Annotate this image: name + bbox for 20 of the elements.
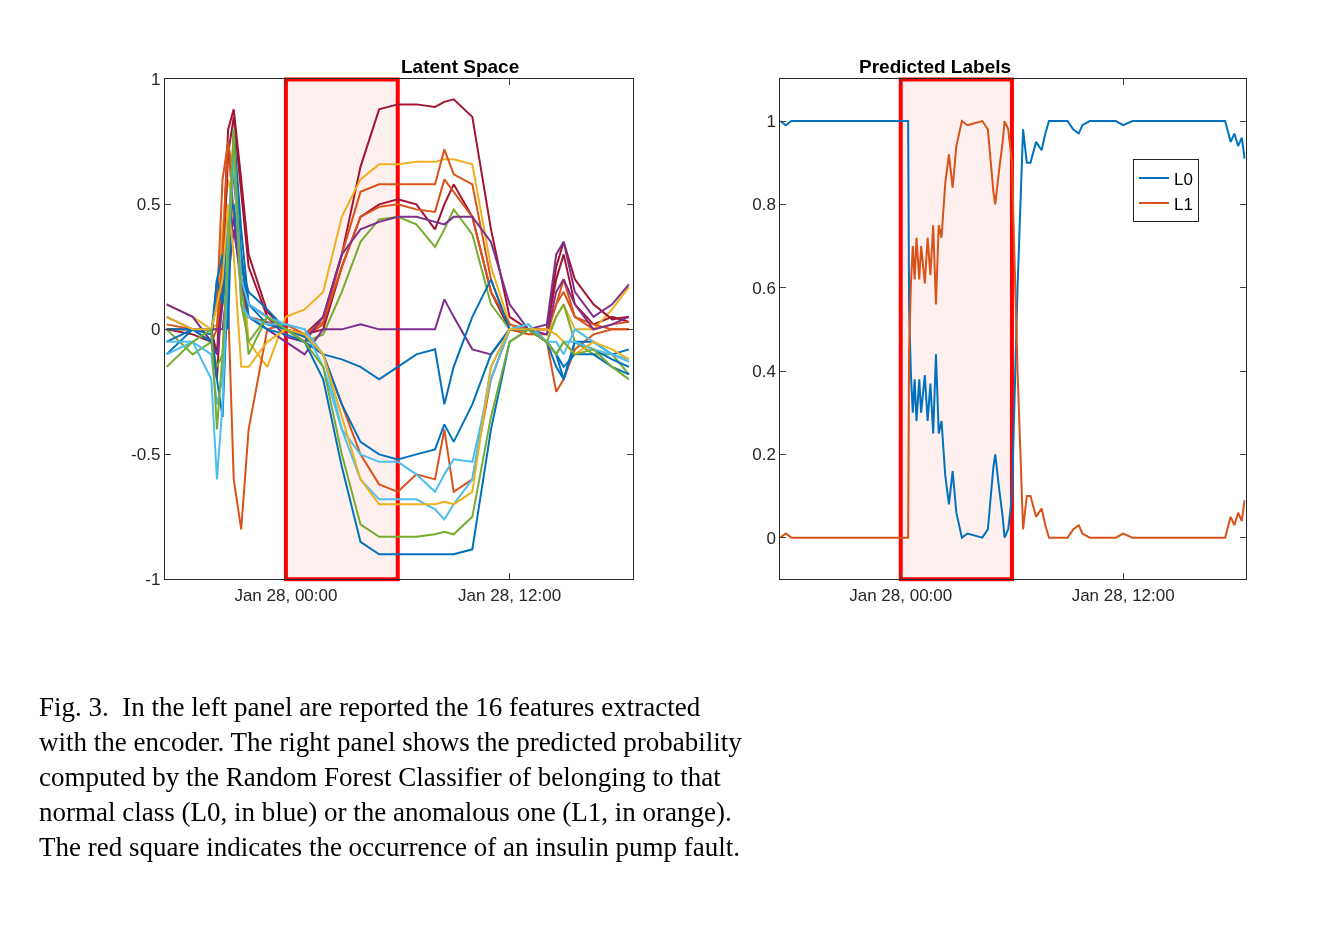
- x-tick-label: Jan 28, 00:00: [849, 585, 953, 605]
- chart-title: Latent Space: [401, 56, 520, 77]
- caption: Fig. 3. In the left panel are reported the 16 features extracted with the encoder. The right panel shows the predicted probability computed by the Random Forest Classifier of belonging to that normal class (L0, in blue) or the anomalous one (L1, in orange). The red square indicates the occurrence of an insulin pump fault.: [39, 692, 743, 863]
- legend-label: L1: [1173, 194, 1193, 214]
- y-tick-label: 0.5: [136, 195, 161, 215]
- legend-label: L0: [1173, 169, 1193, 189]
- y-tick-label: 0.8: [752, 195, 776, 215]
- y-tick-label: 0.6: [752, 278, 776, 298]
- y-tick-label: 1: [766, 111, 776, 131]
- y-tick-label: -0.5: [131, 445, 161, 465]
- chart-title: Predicted Labels: [859, 56, 1012, 77]
- y-tick-label: 0.2: [752, 445, 776, 465]
- y-tick-label: 0: [150, 320, 161, 340]
- x-tick-label: Jan 28, 12:00: [1071, 585, 1175, 605]
- x-tick-label: Jan 28, 12:00: [458, 585, 562, 605]
- y-tick-label: 0.4: [752, 361, 776, 381]
- y-tick-label: 1: [150, 70, 161, 90]
- x-tick-label: Jan 28, 00:00: [234, 585, 338, 605]
- y-tick-label: -1: [145, 570, 161, 590]
- y-tick-label: 0: [766, 528, 776, 548]
